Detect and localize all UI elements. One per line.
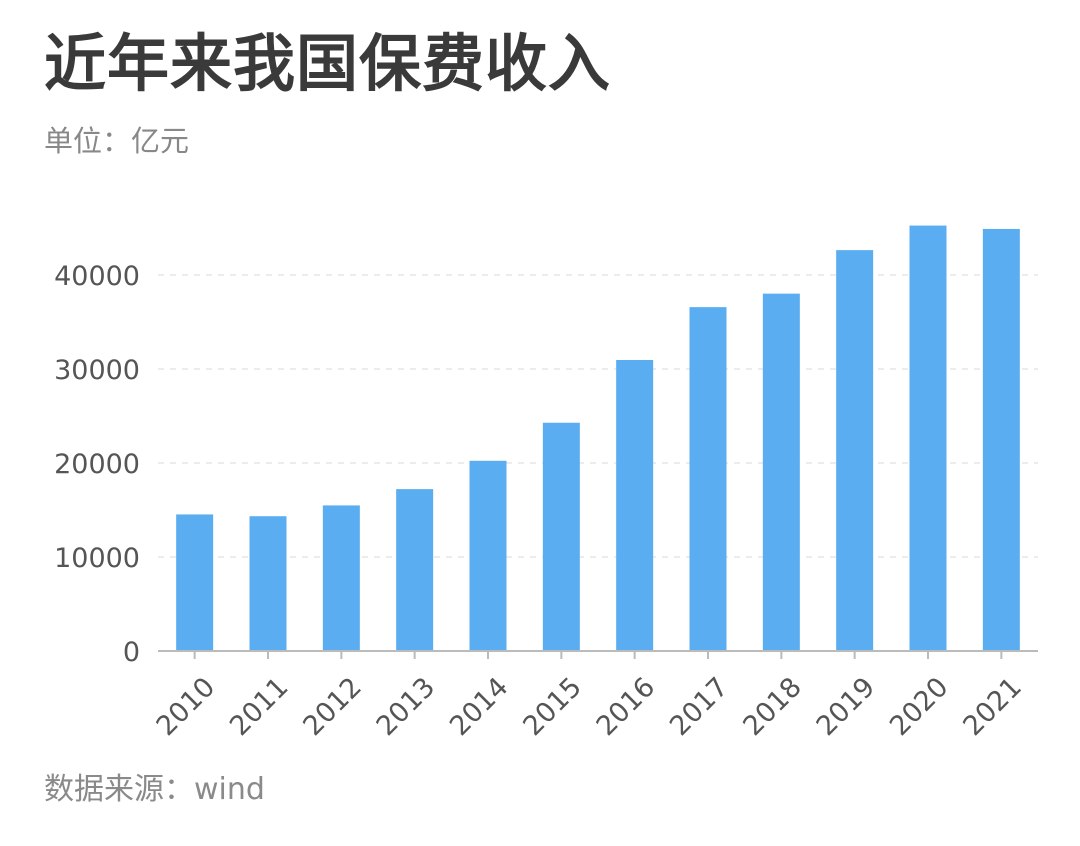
chart-unit-label: 单位：亿元 [44, 124, 190, 158]
bar-2013 [396, 489, 434, 651]
bar-2012 [322, 505, 360, 651]
grid-lines [158, 274, 1038, 558]
axes [158, 650, 1038, 659]
y-tick-label: 40000 [54, 261, 140, 292]
x-tick-label-2010: 2010 [151, 672, 222, 743]
bar-2011 [249, 516, 287, 651]
bar-2014 [469, 460, 507, 651]
x-tick-label-2015: 2015 [517, 672, 588, 743]
x-tick-label-2019: 2019 [811, 672, 882, 743]
x-tick-label-2017: 2017 [664, 672, 735, 743]
data-source-note: 数据来源：wind [44, 772, 265, 807]
x-tick-label-2021: 2021 [957, 672, 1028, 743]
bar-2016 [616, 359, 654, 651]
y-tick-label: 0 [123, 637, 140, 668]
y-tick-label: 10000 [54, 543, 140, 574]
bars [176, 225, 1020, 651]
y-tick-label: 30000 [54, 355, 140, 386]
bar-2021 [982, 228, 1020, 651]
bar-2015 [542, 422, 580, 651]
chart-title: 近年来我国保费收入 [44, 27, 612, 100]
bar-2019 [836, 250, 874, 651]
x-tick-label-2014: 2014 [444, 672, 515, 743]
x-tick-label-2013: 2013 [371, 672, 442, 743]
x-tick-label-2020: 2020 [884, 672, 955, 743]
x-tick-label-2018: 2018 [737, 672, 808, 743]
x-tick-label-2012: 2012 [297, 672, 368, 743]
bar-2020 [909, 225, 947, 651]
x-tick-label-2016: 2016 [591, 672, 662, 743]
bar-2010 [176, 514, 214, 651]
bar-2018 [762, 293, 800, 651]
x-tick-label-2011: 2011 [224, 672, 295, 743]
y-tick-label: 20000 [54, 449, 140, 480]
bar-2017 [689, 307, 727, 651]
